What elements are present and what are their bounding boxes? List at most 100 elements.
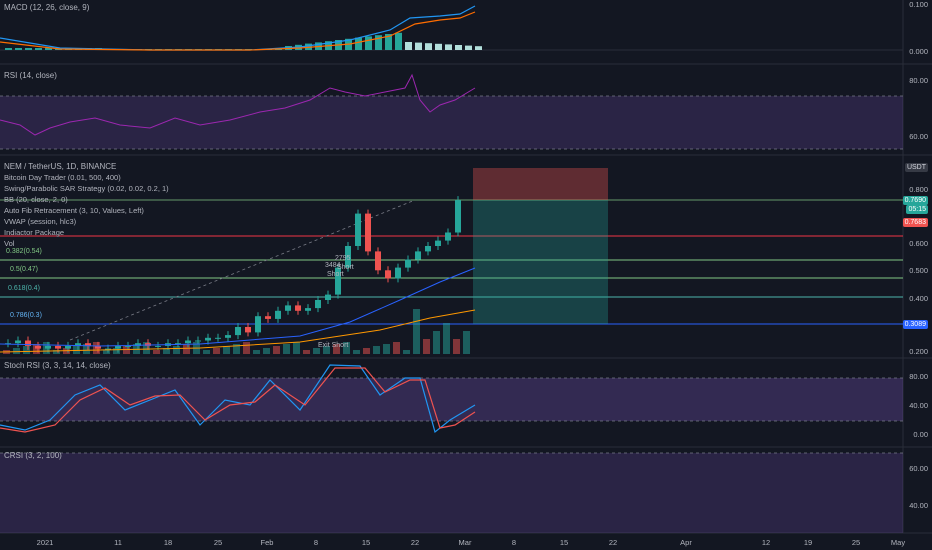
candle-body <box>295 305 301 311</box>
price-tick-0200: 0.200 <box>909 347 928 356</box>
signal-label-exit-short: Exit Short <box>318 342 349 349</box>
macd-histogram-bar <box>365 36 372 50</box>
symbol-title[interactable]: NEM / TetherUS, 1D, BINANCE <box>4 162 117 171</box>
candle-body <box>365 213 371 252</box>
time-tick: 18 <box>163 538 173 547</box>
volume-bar <box>163 348 170 354</box>
volume-bar <box>443 323 450 354</box>
volume-bar <box>213 348 220 354</box>
volume-bar <box>283 344 290 354</box>
crsi-pane <box>0 452 903 533</box>
stoch-tick-0: 0.00 <box>913 430 928 439</box>
macd-histogram-bar <box>275 49 282 50</box>
indicator-package[interactable]: Indiactor Package <box>4 228 65 237</box>
candle-body <box>65 345 71 349</box>
time-tick: May <box>890 538 906 547</box>
candle-body <box>305 308 311 311</box>
time-tick: 2021 <box>36 538 54 547</box>
macd-histogram-bar <box>355 37 362 50</box>
volume-bar <box>233 344 240 354</box>
volume-bar <box>153 350 160 354</box>
indicator-volume[interactable]: Vol <box>4 239 15 248</box>
time-tick: 22 <box>410 538 420 547</box>
volume-bar <box>203 350 210 354</box>
volume-bar <box>113 348 120 354</box>
indicator-bitcoin-day-trader[interactable]: Bitcoin Day Trader (0.01, 500, 400) <box>4 173 121 182</box>
candle-body <box>285 305 291 311</box>
stoch-rsi-title[interactable]: Stoch RSI (3, 3, 14, 14, close) <box>4 361 111 370</box>
time-tick: 22 <box>608 538 618 547</box>
indicator-parabolic-sar[interactable]: Swing/Parabolic SAR Strategy (0.02, 0.02… <box>4 184 169 193</box>
signal-label-short-2: Short <box>327 271 344 278</box>
time-tick: 8 <box>511 538 517 547</box>
macd-histogram-bar <box>15 48 22 50</box>
volume-bar <box>143 342 150 354</box>
volume-bar <box>403 350 410 354</box>
indicator-auto-fib[interactable]: Auto Fib Retracement (3, 10, Values, Lef… <box>4 206 144 215</box>
macd-histogram-bar <box>445 44 452 50</box>
volume-bar <box>463 331 470 354</box>
macd-histogram-bar <box>385 34 392 50</box>
currency-label[interactable]: USDT <box>904 163 928 172</box>
last-price-label: 0.7690 <box>902 196 928 205</box>
rsi-tick-60: 60.00 <box>909 132 928 141</box>
indicator-bollinger-bands[interactable]: BB (20, close, 2, 0) <box>4 195 68 204</box>
fib-label-0786: 0.786(0.3) <box>10 312 42 319</box>
fib-low-price-label: 0.3089 <box>902 320 928 329</box>
candle-body <box>275 310 281 319</box>
macd-line <box>0 5 476 51</box>
pane-separators <box>0 0 932 534</box>
time-tick: 25 <box>213 538 223 547</box>
volume-bar <box>423 339 430 354</box>
time-tick: 25 <box>851 538 861 547</box>
candle-body <box>245 327 251 333</box>
candle-body <box>195 340 201 342</box>
candle-body <box>455 200 461 233</box>
candle-body <box>185 340 191 344</box>
volume-bar <box>183 344 190 354</box>
candle-body <box>375 251 381 271</box>
candle-body <box>85 343 91 346</box>
price-tick-0800: 0.800 <box>909 185 928 194</box>
volume-bar <box>333 344 340 354</box>
macd-title[interactable]: MACD (12, 26, close, 9) <box>4 3 90 12</box>
volume-bar <box>293 342 300 354</box>
macd-histogram-bar <box>405 42 412 50</box>
candle-body <box>385 270 391 279</box>
time-tick: 12 <box>761 538 771 547</box>
macd-tick-top: 0.100 <box>909 0 928 9</box>
volume-bar <box>383 344 390 354</box>
candle-body <box>445 232 451 241</box>
candle-body <box>95 345 101 349</box>
macd-pane <box>0 5 903 51</box>
take-profit-zone <box>473 200 608 324</box>
candle-body <box>75 343 81 346</box>
crsi-title[interactable]: CRSI (3, 2, 100) <box>4 451 62 460</box>
macd-histogram-bar <box>475 46 482 50</box>
candle-body <box>215 337 221 339</box>
volume-bar <box>313 348 320 354</box>
volume-bar <box>123 346 130 354</box>
crsi-tick-60: 60.00 <box>909 464 928 473</box>
crsi-band <box>0 453 903 533</box>
volume-bar <box>263 348 270 354</box>
time-tick: Feb <box>260 538 274 547</box>
volume-bar <box>23 346 30 354</box>
indicator-vwap[interactable]: VWAP (session, hlc3) <box>4 217 77 226</box>
price-tick-0500: 0.500 <box>909 266 928 275</box>
stoch-band <box>0 378 903 421</box>
second-price-label: 0.7683 <box>902 218 928 227</box>
volume-bar <box>323 346 330 354</box>
stoch-tick-40: 40.00 <box>909 401 928 410</box>
time-tick: Apr <box>680 538 692 547</box>
candle-body <box>325 294 331 300</box>
rsi-title[interactable]: RSI (14, close) <box>4 71 57 80</box>
candle-body <box>25 340 31 346</box>
candle-body <box>55 345 61 349</box>
volume-bar <box>253 350 260 354</box>
volume-bar <box>433 331 440 354</box>
macd-histogram-bar <box>395 32 402 50</box>
candle-body <box>265 316 271 319</box>
rsi-line <box>0 73 476 136</box>
